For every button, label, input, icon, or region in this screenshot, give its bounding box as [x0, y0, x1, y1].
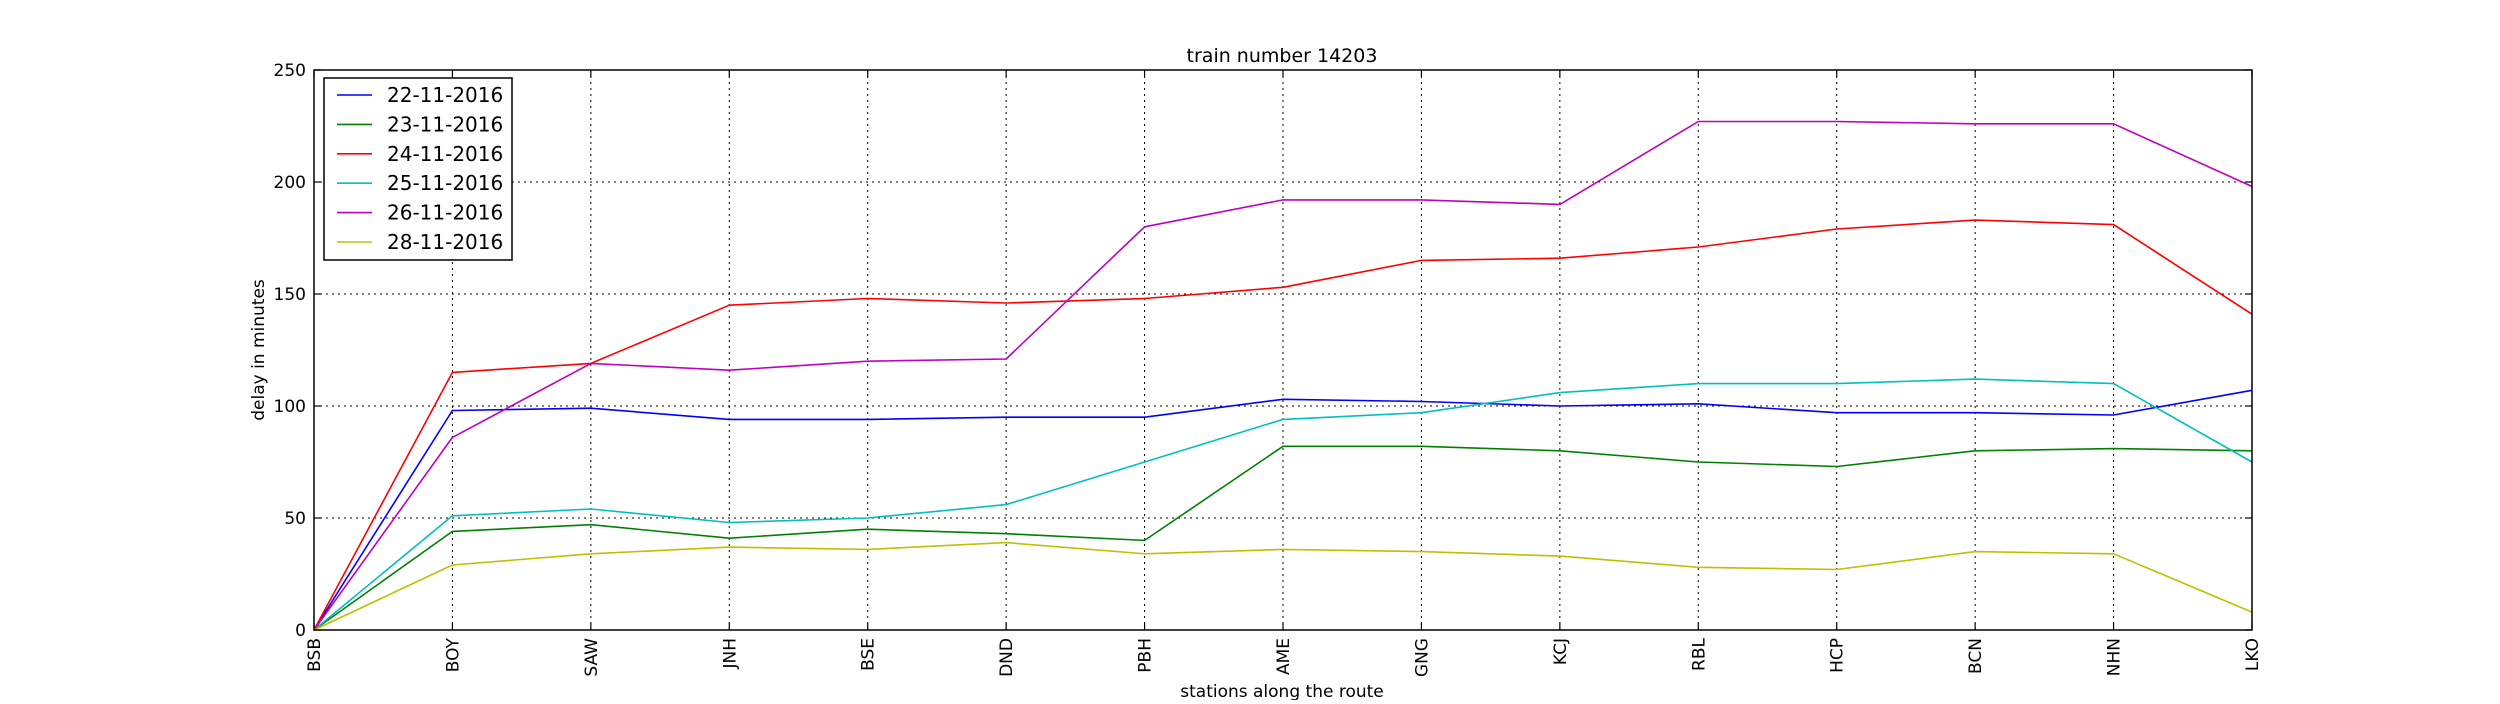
y-tick-label: 0	[295, 621, 306, 641]
y-axis-label: delay in minutes	[249, 279, 269, 421]
legend-box	[323, 77, 513, 261]
series-line-26-11-2016	[313, 120, 2253, 631]
x-tick-label: BSE	[859, 638, 879, 671]
x-tick-label: DND	[997, 638, 1017, 677]
y-tick-label: 200	[274, 173, 306, 193]
x-tick-label: NHN	[2105, 638, 2125, 676]
x-tick-label: RBL	[1689, 637, 1709, 670]
y-tick-label: 250	[274, 61, 306, 81]
x-tick-label: BCN	[1966, 638, 1986, 674]
legend-label: 23-11-2016	[387, 112, 503, 136]
ticks: BSB BOY SAW JNH BSE DND PBH AME GNG KCJ RBL HCP BCN N…	[274, 61, 2263, 677]
y-tick-label: 150	[274, 285, 306, 305]
legend: 22-11-2016 23-11-2016 24-11-2016 25-11-2016…	[323, 77, 513, 261]
legend-label: 28-11-2016	[387, 230, 503, 254]
x-tick-label: LKO	[2243, 638, 2263, 671]
legend-label: 22-11-2016	[387, 83, 503, 107]
series-line-28-11-2016	[313, 541, 2253, 631]
y-tick-label: 100	[274, 397, 306, 417]
series-lines	[313, 120, 2253, 631]
x-tick-label: HCP	[1828, 638, 1848, 673]
series-line-22-11-2016	[313, 389, 2253, 631]
x-tick-label: JNH	[720, 638, 740, 670]
x-tick-label: BOY	[443, 637, 463, 672]
chart-title: train number 14203	[1187, 45, 1378, 67]
x-axis-label: stations along the route	[1180, 682, 1384, 700]
y-tick-label: 50	[284, 509, 306, 529]
grid	[314, 70, 2252, 630]
legend-label: 24-11-2016	[387, 142, 503, 166]
series-line-25-11-2016	[313, 378, 2253, 631]
x-tick-label: AME	[1274, 638, 1294, 675]
x-tick-label: KCJ	[1551, 638, 1571, 665]
x-tick-label: PBH	[1136, 638, 1156, 673]
series-line-24-11-2016	[313, 219, 2253, 631]
legend-label: 25-11-2016	[387, 171, 503, 195]
series-line-23-11-2016	[313, 445, 2253, 631]
x-tick-label: BSB	[305, 638, 325, 672]
x-tick-label: GNG	[1412, 638, 1432, 677]
legend-label: 26-11-2016	[387, 201, 503, 225]
x-tick-label: SAW	[582, 638, 602, 677]
